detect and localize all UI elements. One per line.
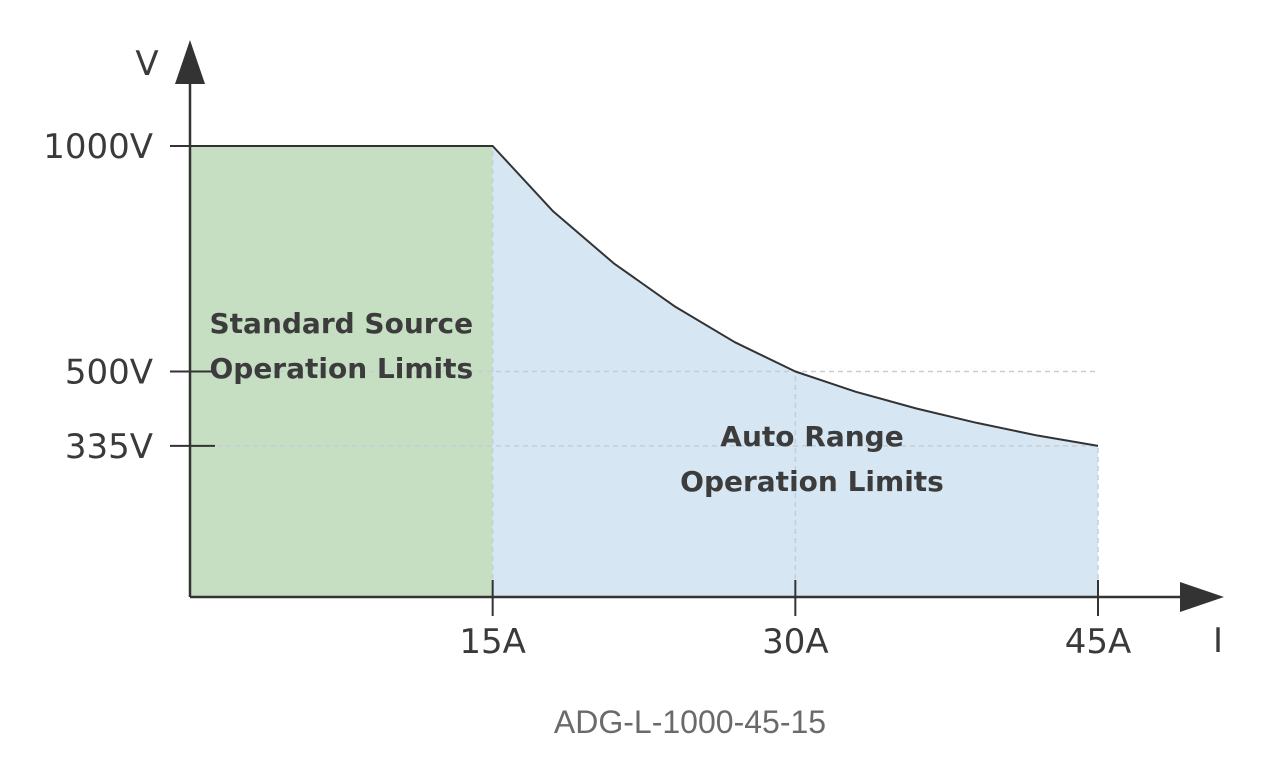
axes [175,40,1224,612]
region-1-area [492,146,1099,597]
y-tick-label-0: 1000V [43,127,153,167]
y-axis-title: V [135,44,158,84]
x-tick-label-0: 15A [459,622,526,662]
boundary-curve [190,145,1099,447]
chart-caption: ADG-L-1000-45-15 [554,704,826,740]
y-tick-label-1: 500V [65,353,153,393]
limit-curve [190,145,1099,447]
x-tick-label-1: 30A [762,622,829,662]
y-axis-arrow [175,40,205,84]
region-0-label-line-0: Standard Source [210,307,474,340]
guide-lines [190,146,1099,597]
ticks: 1000V 500V 335V 15A 30A 45A [43,127,1131,662]
y-tick-label-2: 335V [65,427,153,467]
region-0-area [190,146,493,597]
plot-regions [190,146,1099,597]
region-0-label-line-1: Operation Limits [209,352,473,385]
region-1-label-line-0: Auto Range [720,420,903,453]
region-1-label-line-1: Operation Limits [680,465,944,498]
x-axis-title: I [1213,621,1223,661]
x-axis-arrow [1180,582,1224,612]
region-labels: Standard Source Operation Limits Auto Rang… [209,307,943,498]
x-tick-label-2: 45A [1065,622,1132,662]
